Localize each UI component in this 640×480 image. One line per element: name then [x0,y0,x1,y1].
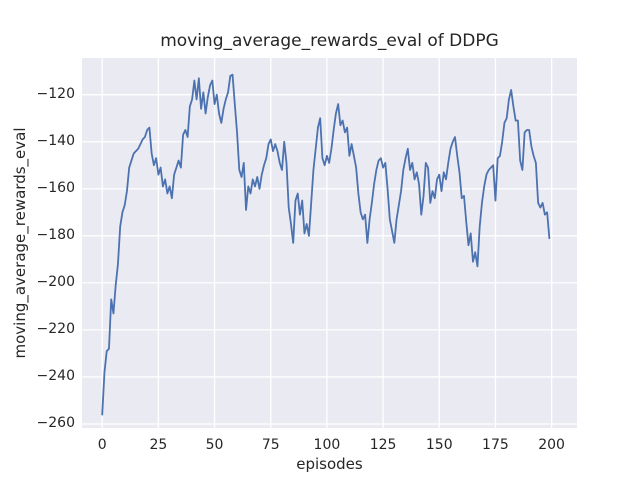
chart-title: moving_average_rewards_eval of DDPG [160,31,499,51]
x-tick-label: 150 [425,437,453,453]
y-tick-label: −160 [36,179,75,196]
y-tick-label: −240 [36,367,75,384]
y-tick-label: −120 [36,85,75,102]
plot-area [82,58,577,428]
reward-line [101,73,551,416]
y-tick-label: −180 [36,226,75,243]
series-moving_average_rewards_eval [101,73,551,416]
y-tick-label: −260 [36,415,75,431]
y-tick-label: −200 [36,273,75,290]
line-chart [82,58,577,428]
x-tick-label: 100 [313,437,341,453]
x-tick-label: 0 [97,437,107,453]
x-tick-label: 75 [261,437,280,453]
y-tick-label: −220 [36,320,75,337]
x-tick-label: 200 [538,437,565,453]
x-tick-label: 175 [482,437,509,453]
y-axis-label-text: moving_average_rewards_eval [11,127,29,359]
x-tick-label: 25 [149,437,168,453]
gridlines [82,58,577,428]
x-tick-label: 50 [205,437,224,453]
x-tick-label: 125 [369,437,397,453]
y-tick-label: −140 [36,132,75,149]
x-axis-label: episodes [296,455,363,473]
